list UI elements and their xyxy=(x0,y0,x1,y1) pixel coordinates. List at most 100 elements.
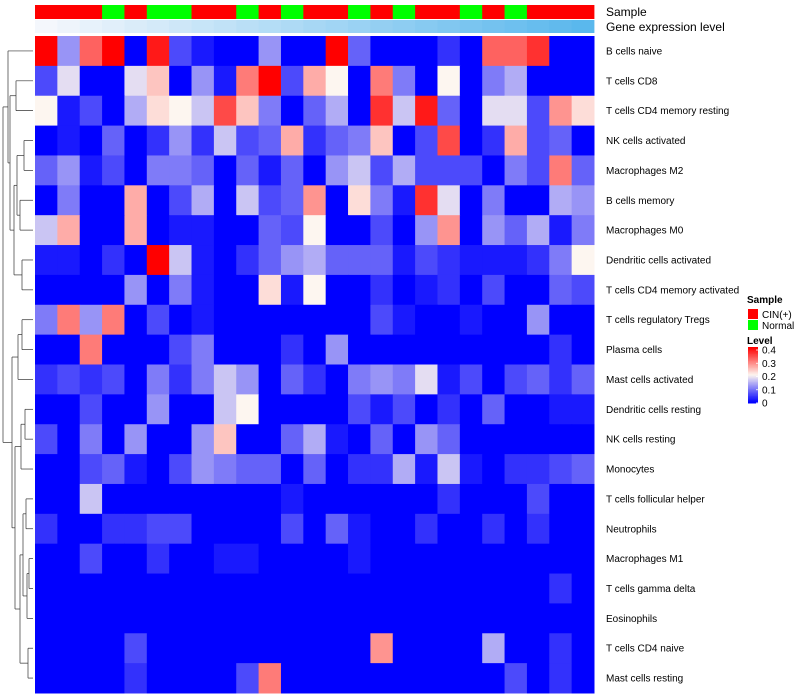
heatmap-cell xyxy=(526,215,550,246)
heatmap-cell xyxy=(35,573,58,604)
heatmap-cell xyxy=(482,304,506,336)
heatmap-cell xyxy=(504,603,528,634)
heatmap-cell xyxy=(102,603,125,634)
heatmap-cell xyxy=(482,454,506,485)
heatmap-cell xyxy=(79,36,103,67)
heatmap-cell xyxy=(191,603,215,634)
heatmap-cell xyxy=(504,36,528,67)
heatmap-cell xyxy=(213,304,237,336)
heatmap-cell xyxy=(57,215,81,246)
heatmap-cell xyxy=(325,215,349,246)
heatmap-cell xyxy=(415,36,438,67)
heatmap-cell xyxy=(280,454,304,485)
gene-expression-annotation-cell xyxy=(35,20,58,33)
heatmap-cell xyxy=(325,633,349,664)
heatmap-cell xyxy=(392,304,416,336)
heatmap-cell xyxy=(504,185,528,216)
legend-tick-label: 0.2 xyxy=(762,372,776,383)
sample-annotation-cell xyxy=(57,5,81,19)
row-label-monocytes: Monocytes xyxy=(606,465,654,476)
legend-colorbar-segment xyxy=(748,359,758,362)
legend-colorbar-segment xyxy=(748,365,758,368)
legend-colorbar-segment xyxy=(748,347,758,349)
heatmap-cell xyxy=(280,304,304,336)
gene-expression-annotation-cell xyxy=(526,20,550,33)
heatmap-cell xyxy=(57,513,81,545)
heatmap-cell xyxy=(549,603,573,634)
heatmap-cell xyxy=(325,334,349,365)
heatmap-cell xyxy=(549,364,573,395)
heatmap-cell xyxy=(35,65,58,97)
row-label-b-cells-memory: B cells memory xyxy=(606,196,674,207)
heatmap-cell xyxy=(504,394,528,425)
gene-expression-annotation-cell xyxy=(236,20,259,33)
heatmap-cell xyxy=(459,125,483,156)
heatmap-cell xyxy=(303,483,327,515)
heatmap-cell xyxy=(415,543,438,575)
heatmap-cell xyxy=(392,36,416,67)
heatmap-cell xyxy=(258,364,282,395)
heatmap-cell xyxy=(280,36,304,67)
heatmap-cell xyxy=(348,245,371,276)
heatmap-cell xyxy=(482,185,506,216)
sample-annotation-cell xyxy=(437,5,461,19)
heatmap-cell xyxy=(102,663,125,694)
heatmap-cell xyxy=(348,274,371,306)
heatmap-cell xyxy=(191,65,215,97)
heatmap-cell xyxy=(280,364,304,395)
legend-swatch-cin xyxy=(748,309,758,319)
heatmap-cell xyxy=(370,454,394,485)
heatmap-cell xyxy=(280,245,304,276)
heatmap-cell xyxy=(57,155,81,186)
heatmap-cell xyxy=(79,483,103,515)
heatmap-cell xyxy=(191,215,215,246)
heatmap-cell xyxy=(526,483,550,515)
legend-colorbar-segment xyxy=(748,379,758,382)
legend-colorbar-segment xyxy=(748,386,758,389)
heatmap-cell xyxy=(102,633,125,664)
heatmap-cell xyxy=(258,304,282,336)
annotation-tracks xyxy=(35,5,595,33)
heatmap-cell xyxy=(504,573,528,604)
heatmap-cell xyxy=(348,424,371,455)
heatmap-cell xyxy=(437,334,461,365)
heatmap-cell xyxy=(437,304,461,336)
row-label-t-cells-cd4-naive: T cells CD4 naive xyxy=(606,644,685,655)
heatmap-cell xyxy=(213,663,237,694)
heatmap-cell xyxy=(459,394,483,425)
heatmap-cell xyxy=(415,454,438,485)
heatmap-cell xyxy=(526,155,550,186)
heatmap-cell xyxy=(370,394,394,425)
heatmap-cell xyxy=(303,663,327,694)
row-label-b-cells-naive: B cells naive xyxy=(606,46,663,57)
heatmap-cell xyxy=(79,215,103,246)
heatmap-cell xyxy=(571,663,595,694)
heatmap-cell xyxy=(213,274,237,306)
heatmap-cell xyxy=(102,125,125,156)
heatmap-cell xyxy=(348,483,371,515)
heatmap-cell xyxy=(258,95,282,127)
heatmap-cell xyxy=(482,245,506,276)
heatmap-cell xyxy=(124,185,148,216)
heatmap-cell xyxy=(169,65,193,97)
heatmap-cell xyxy=(348,334,371,365)
heatmap-cell xyxy=(57,394,81,425)
heatmap-cell xyxy=(549,155,573,186)
gene-expression-annotation-cell xyxy=(370,20,394,33)
heatmap-cell xyxy=(415,304,438,336)
heatmap-cell xyxy=(504,155,528,186)
heatmap-cell xyxy=(482,274,506,306)
heatmap-cell xyxy=(526,95,550,127)
heatmap-cell xyxy=(57,274,81,306)
heatmap-cell xyxy=(571,245,595,276)
heatmap-cell xyxy=(169,95,193,127)
heatmap-cell xyxy=(392,185,416,216)
heatmap-cell xyxy=(191,185,215,216)
heatmap-cell xyxy=(504,245,528,276)
heatmap-cell xyxy=(124,215,148,246)
heatmap-cell xyxy=(348,454,371,485)
legend-colorbar-segment xyxy=(748,358,758,361)
legend-colorbar-segment xyxy=(748,394,758,397)
heatmap-cell xyxy=(280,394,304,425)
heatmap-cell xyxy=(258,663,282,694)
